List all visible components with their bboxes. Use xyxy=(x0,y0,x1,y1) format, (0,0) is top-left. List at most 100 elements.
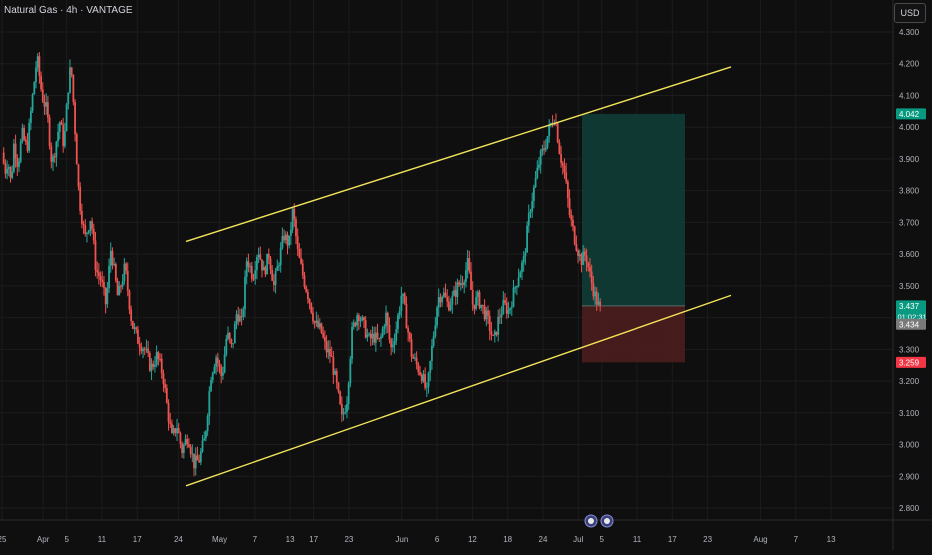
candle-body xyxy=(131,320,134,329)
candle-body xyxy=(323,337,326,342)
candle-body xyxy=(359,320,362,322)
candle-body xyxy=(487,310,489,316)
candle-body xyxy=(483,305,486,320)
candle-body xyxy=(580,254,583,265)
candle-body xyxy=(9,166,12,178)
candle-body xyxy=(80,210,83,224)
candle-body xyxy=(315,320,318,323)
candle-body xyxy=(332,356,335,375)
candle-body xyxy=(468,258,471,272)
candle-body xyxy=(228,332,231,340)
candle-body xyxy=(572,219,574,227)
time-tick-label: Apr xyxy=(37,535,50,544)
price-label-box xyxy=(896,318,926,330)
upper-channel-line[interactable] xyxy=(185,66,732,243)
candle-body xyxy=(4,163,7,174)
candle-body xyxy=(62,124,65,147)
candle-body xyxy=(585,255,588,263)
candle-body xyxy=(444,292,447,298)
candle-body xyxy=(318,323,321,328)
candle-body xyxy=(363,317,365,321)
candle-body xyxy=(521,262,523,273)
candle-body xyxy=(512,287,515,307)
candle-body xyxy=(266,253,268,275)
candle-body xyxy=(63,131,66,147)
candle-body xyxy=(208,391,211,416)
candle-body xyxy=(380,336,382,339)
candle-body xyxy=(471,289,474,305)
candle-body xyxy=(198,460,201,463)
candle-body xyxy=(143,348,146,350)
candle-body xyxy=(298,248,301,258)
candle-body xyxy=(167,402,170,422)
candle-body xyxy=(271,269,274,281)
candle-body xyxy=(288,235,291,246)
candle-body xyxy=(58,122,61,133)
candle-body xyxy=(272,280,275,285)
candle-body xyxy=(473,304,476,309)
lower-channel-line[interactable] xyxy=(185,294,732,487)
currency-button[interactable]: USD xyxy=(894,3,926,23)
stop-zone[interactable] xyxy=(582,305,685,363)
candle-body xyxy=(504,300,506,303)
price-label: 4.042 xyxy=(899,110,920,119)
time-tick-label: Aug xyxy=(753,535,767,544)
candle-body xyxy=(391,344,394,348)
candle-body xyxy=(539,150,542,165)
candle-body xyxy=(595,291,598,305)
candle-body xyxy=(566,181,569,199)
candle-body xyxy=(589,267,591,272)
candle-body xyxy=(244,276,246,310)
candle-body xyxy=(495,331,498,335)
candle-body xyxy=(461,283,464,286)
candle-body xyxy=(577,250,579,257)
candle-body xyxy=(70,67,73,75)
candle-body xyxy=(517,277,520,287)
candle-body xyxy=(261,259,263,271)
candle-body xyxy=(590,271,593,284)
price-tick-label: 4.300 xyxy=(899,28,920,37)
candle-body xyxy=(199,451,202,463)
candle-body xyxy=(174,428,177,434)
candle-body xyxy=(252,278,255,280)
candle-body xyxy=(240,316,243,318)
candle-body xyxy=(361,317,364,321)
target-zone[interactable] xyxy=(582,113,685,306)
candle-body xyxy=(77,164,80,187)
time-tick-label: 13 xyxy=(286,535,295,544)
candle-body xyxy=(514,287,517,289)
price-tick-label: 4.200 xyxy=(899,60,920,69)
candle-body xyxy=(74,101,76,135)
time-tick-label: 25 xyxy=(0,535,7,544)
price-label-box xyxy=(896,108,926,120)
candle-body xyxy=(184,439,187,445)
candle-body xyxy=(594,291,596,297)
candle-body xyxy=(150,363,153,371)
candle-body xyxy=(96,270,99,273)
time-tick-label: 5 xyxy=(600,535,605,544)
candle-body xyxy=(476,291,479,297)
candle-body xyxy=(176,428,178,434)
symbol-title[interactable]: Natural Gas · 4h · VANTAGE xyxy=(4,5,133,16)
candle-body xyxy=(24,139,27,142)
candle-body xyxy=(466,258,469,270)
candle-body xyxy=(295,219,297,237)
candle-body xyxy=(397,315,399,330)
candle-body xyxy=(354,322,357,326)
event-icon-dot xyxy=(604,518,610,524)
candle-body xyxy=(427,372,430,387)
candle-body xyxy=(2,152,5,164)
candle-body xyxy=(69,67,71,93)
candle-body xyxy=(310,302,313,313)
candle-body xyxy=(599,301,602,306)
candle-body xyxy=(480,304,483,308)
candle-body xyxy=(446,297,449,302)
candle-body xyxy=(225,338,228,355)
time-tick-label: May xyxy=(212,535,227,544)
price-tick-label: 3.000 xyxy=(899,441,920,450)
candle-body xyxy=(454,290,457,297)
candle-body xyxy=(169,421,172,424)
candle-body xyxy=(543,148,545,150)
